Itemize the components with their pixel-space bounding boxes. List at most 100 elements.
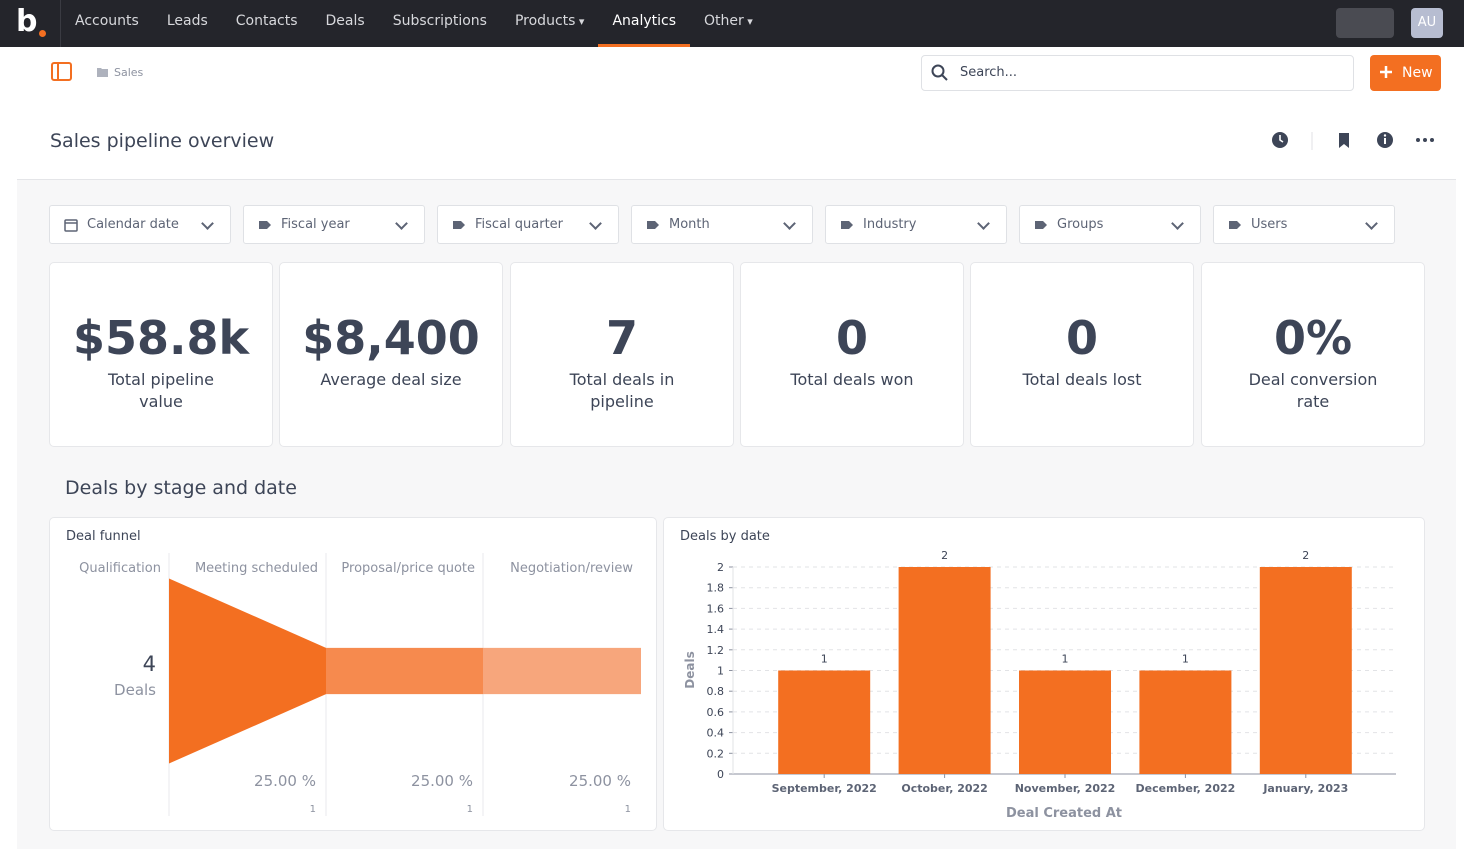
filter-icon [1229,221,1241,229]
section-title: Deals by stage and date [65,477,297,499]
top-nav: b Accounts Leads Contacts Deals Subscription… [0,0,1464,47]
value-label: 1 [821,653,828,666]
bar [778,670,871,774]
folder-icon [97,68,108,77]
sidebar-toggle[interactable] [50,61,74,83]
nav-item[interactable]: Leads [166,13,208,29]
kpi-label: Average deal size [320,370,462,389]
filter-dropdown[interactable]: Groups [1019,205,1201,244]
stage-label: Qualification [79,561,161,576]
avatar[interactable]: AU [1411,8,1443,38]
funnel-chart: Deal funnel Qualification Meeting schedule… [66,529,641,816]
x-tick-label: January, 2023 [1262,782,1348,795]
x-axis-label: Deal Created At [1006,806,1122,821]
nav-item[interactable]: Deals [325,13,365,29]
x-tick-label: October, 2022 [901,782,987,795]
y-tick-label: 0.2 [707,747,725,760]
nav-item[interactable]: Analytics [598,0,691,47]
y-tick-label: 0.6 [707,706,725,719]
kpi-card: 0 Total deals lost [970,262,1194,447]
bar [1259,567,1352,774]
stage-value: 4 [143,652,156,676]
search-icon [931,64,948,81]
y-tick-label: 1.4 [707,623,725,636]
filter-dropdown[interactable]: Fiscal quarter [437,205,619,244]
stage-label: Negotiation/review [510,561,633,576]
x-tick-label: December, 2022 [1135,782,1235,795]
kpi-card: 0% Deal conversion rate [1201,262,1425,447]
filter-dropdown[interactable]: Calendar date [49,205,231,244]
y-tick-label: 1.8 [707,582,725,595]
stage-label: Proposal/price quote [341,561,475,576]
nav-item[interactable]: Other [690,0,767,47]
kpi-card: 0 Total deals won [740,262,964,447]
bar-chart: Deals by date 0 0.2 0.4 0.6 0.8 1 1.2 1.4 1.6 1.8 2… [680,529,1396,821]
y-tick-label: 0 [717,768,724,781]
kpi-label: Total deals lost [1022,370,1142,389]
funnel-segment [169,578,326,764]
chart-title: Deal funnel [66,529,141,544]
y-tick-label: 1 [717,665,724,678]
nav-item[interactable]: Products [501,0,598,47]
y-tick-label: 1.2 [707,644,725,657]
plus-icon [1380,66,1392,78]
kpi-card: 7 Total deals in pipeline [510,262,734,447]
help-buttons[interactable] [1336,8,1394,38]
filter-icon [1035,221,1047,229]
funnel-card: Deal funnel Qualification Meeting schedule… [49,517,657,831]
filter-icon [647,221,659,229]
breadcrumb[interactable]: Sales [114,66,144,79]
bar [1139,670,1232,774]
y-tick-label: 0.4 [707,727,725,740]
bar [898,567,991,774]
bar [1019,670,1111,774]
kpi-value: 0 [1065,311,1098,365]
kpi-label: Deal conversion rate [1248,370,1378,411]
conversion-label: 25.00 % [411,772,473,790]
kpi-card: $8,400 Average deal size [279,262,503,447]
funnel-segment [483,647,641,695]
value-label: 2 [1302,549,1309,562]
funnel-segment [326,647,483,695]
nav-item[interactable]: Contacts [235,13,298,29]
y-tick-label: 0.8 [707,685,725,698]
stage-count: 1 [310,804,316,815]
value-label: 1 [1182,653,1189,666]
kpi-label: Total deals in pipeline [569,370,675,411]
kpi-label: Total pipeline value [108,370,214,411]
unit-label: Deals [114,681,156,699]
conversion-label: 25.00 % [254,772,316,790]
kpi-value: $8,400 [302,311,480,365]
stage-count: 1 [625,804,631,815]
header-actions[interactable] [1270,130,1440,152]
bar-card: Deals by date 0 0.2 0.4 0.6 0.8 1 1.2 1.4 1.6 1.8 2… [663,517,1425,831]
kpi-label: Total deals won [790,370,914,389]
filter-dropdown[interactable]: Month [631,205,813,244]
conversion-label: 25.00 % [569,772,631,790]
filter-icon [259,221,271,229]
y-axis-label: Deals [683,651,697,688]
x-tick-label: September, 2022 [772,782,877,795]
filter-dropdown[interactable]: Users [1213,205,1395,244]
kpi-value: $58.8k [72,311,250,365]
kpi-value: 0% [1273,311,1353,365]
page-title: Sales pipeline overview [50,130,275,152]
kpi-value: 7 [605,311,638,365]
chart-title: Deals by date [680,529,770,544]
nav-item[interactable]: Accounts [75,13,139,29]
filter-icon [453,221,465,229]
x-tick-label: November, 2022 [1015,782,1116,795]
nav-item[interactable]: Subscriptions [392,13,487,29]
kpi-card: $58.8k Total pipeline value [49,262,273,447]
logo[interactable]: b [16,4,47,39]
y-tick-label: 1.6 [707,602,725,615]
filter-dropdown[interactable]: Industry [825,205,1007,244]
filter-icon [841,221,853,229]
kpi-value: 0 [835,311,868,365]
y-tick-label: 2 [717,561,724,574]
filter-dropdown[interactable]: Fiscal year [243,205,425,244]
stage-count: 1 [467,804,473,815]
search-box[interactable]: Search... [921,55,1354,91]
stage-label: Meeting scheduled [195,561,318,576]
